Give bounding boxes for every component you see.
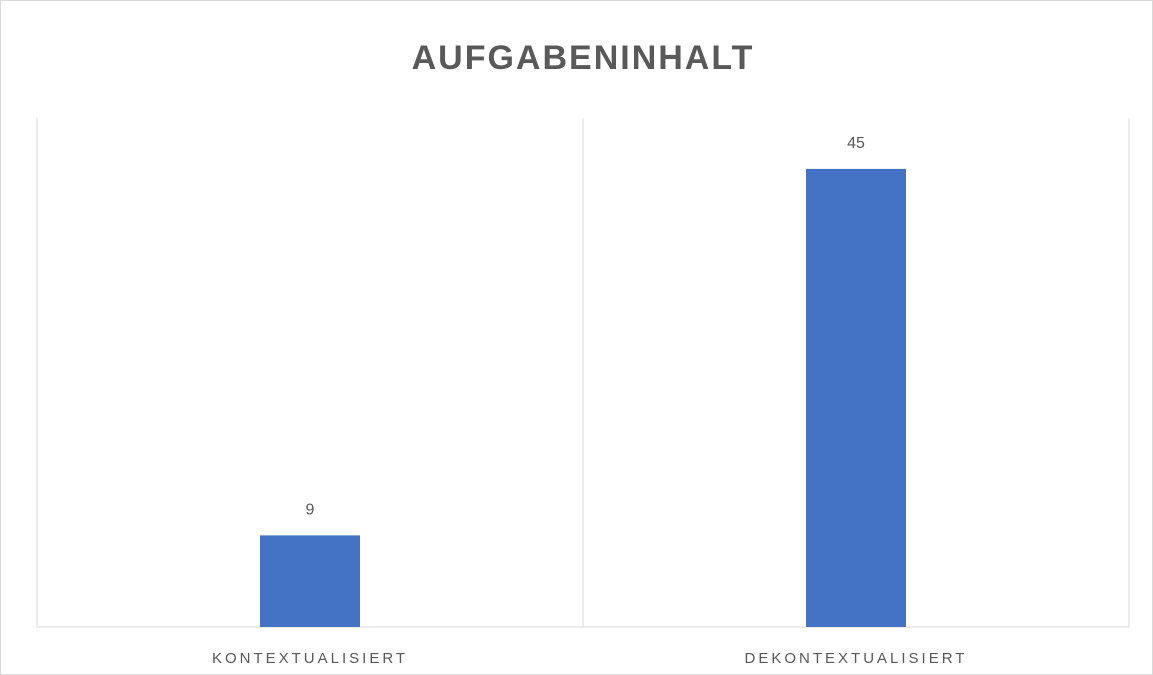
x-tick-label: DEKONTEXTUALISIERT — [745, 650, 968, 667]
bar — [806, 168, 906, 627]
data-label: 9 — [306, 502, 315, 519]
bar — [260, 535, 360, 627]
chart-title: AUFGABENINHALT — [412, 39, 755, 77]
data-label: 45 — [847, 135, 865, 152]
x-tick-label: KONTEXTUALISIERT — [212, 650, 408, 667]
